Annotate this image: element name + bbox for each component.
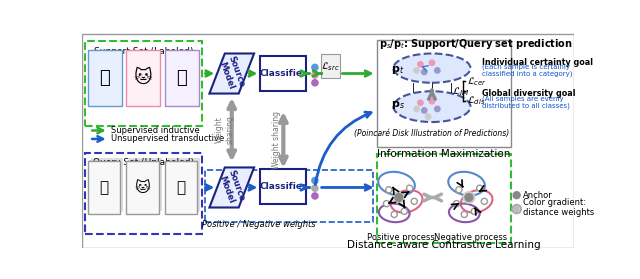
Circle shape [513, 205, 521, 213]
Text: Weight
sharing: Weight sharing [215, 115, 234, 144]
Circle shape [426, 114, 431, 119]
Circle shape [386, 187, 392, 193]
Circle shape [312, 72, 318, 78]
Text: $\mathcal{L}_{src}$: $\mathcal{L}_{src}$ [321, 60, 340, 73]
Polygon shape [209, 167, 254, 208]
Bar [126, 161, 159, 214]
Bar [376, 40, 511, 147]
Circle shape [422, 108, 427, 113]
Text: Negative process: Negative process [434, 233, 507, 242]
Bar [164, 161, 197, 214]
Text: Support Set (Labeled): Support Set (Labeled) [94, 47, 193, 56]
Bar [128, 160, 160, 212]
Text: 🐱: 🐱 [134, 180, 150, 195]
Bar [376, 154, 511, 243]
Bar [168, 158, 200, 211]
Bar [88, 50, 122, 106]
Circle shape [401, 208, 407, 215]
Circle shape [391, 211, 397, 218]
Bar [90, 160, 122, 212]
Text: Positive / Negative weights: Positive / Negative weights [202, 220, 316, 229]
Text: Global diversity goal: Global diversity goal [482, 89, 575, 98]
Text: (All samples are evenly
distributed to all classes): (All samples are evenly distributed to a… [482, 95, 570, 109]
Circle shape [456, 187, 462, 193]
Polygon shape [209, 54, 254, 93]
Circle shape [418, 100, 423, 105]
Circle shape [312, 64, 318, 70]
FancyBboxPatch shape [260, 56, 307, 91]
Circle shape [429, 60, 435, 66]
Circle shape [429, 98, 435, 104]
Text: Weight sharing: Weight sharing [272, 111, 281, 169]
Bar [84, 153, 202, 234]
Bar [84, 41, 202, 126]
Text: Source
Model: Source Model [217, 55, 246, 92]
Circle shape [312, 80, 318, 86]
Circle shape [515, 207, 519, 211]
Text: $\mathcal{L}_{IM}$: $\mathcal{L}_{IM}$ [452, 85, 470, 98]
FancyBboxPatch shape [321, 54, 340, 78]
Text: Anchor: Anchor [523, 191, 552, 200]
Text: $\mathbf{p}_s$: $\mathbf{p}_s$ [391, 99, 405, 111]
Bar [129, 158, 162, 211]
Text: Color gradient:
distance weights: Color gradient: distance weights [523, 198, 594, 217]
Circle shape [312, 185, 318, 191]
Circle shape [406, 185, 413, 191]
Circle shape [395, 194, 403, 201]
Bar [164, 50, 198, 106]
Text: Source
Model: Source Model [217, 169, 246, 206]
Text: Positive process: Positive process [367, 233, 435, 242]
Text: 🐱: 🐱 [134, 69, 152, 87]
Text: $\mathcal{L}_{cer}$: $\mathcal{L}_{cer}$ [467, 75, 486, 88]
Bar [91, 158, 123, 211]
Circle shape [411, 198, 417, 205]
Text: 🦁: 🦁 [99, 180, 109, 195]
Bar [88, 161, 120, 214]
Circle shape [414, 106, 419, 112]
Text: Unsupervised transductive: Unsupervised transductive [111, 134, 224, 143]
Circle shape [465, 194, 473, 201]
Text: $\mathcal{L}_{dis}$: $\mathcal{L}_{dis}$ [467, 94, 485, 107]
Circle shape [422, 69, 427, 75]
Bar [205, 170, 372, 222]
Bar [126, 50, 160, 106]
Text: Information Maximization: Information Maximization [377, 149, 511, 159]
Text: (Each sample is certainly
classified into a category): (Each sample is certainly classified int… [482, 63, 573, 78]
Text: $\mathbf{p}_s$/$\mathbf{p}_t$: Support/Query set prediction: $\mathbf{p}_s$/$\mathbf{p}_t$: Support/Q… [378, 37, 572, 50]
Text: Supervised inductive: Supervised inductive [111, 126, 200, 135]
Bar [166, 160, 198, 212]
Circle shape [454, 201, 460, 207]
Circle shape [435, 68, 440, 73]
Circle shape [383, 201, 390, 207]
Circle shape [461, 211, 467, 218]
Text: Classifier: Classifier [260, 69, 307, 78]
Circle shape [312, 177, 318, 184]
Text: 🐧: 🐧 [177, 180, 186, 195]
Circle shape [471, 208, 477, 215]
Circle shape [414, 68, 419, 73]
Circle shape [435, 106, 440, 112]
Text: (Poincaré Disk Illustration of Predictions): (Poincaré Disk Illustration of Predictio… [355, 129, 509, 138]
FancyBboxPatch shape [260, 169, 307, 205]
Text: $\mathbf{p}_t$: $\mathbf{p}_t$ [391, 64, 404, 76]
Circle shape [513, 192, 520, 199]
Circle shape [477, 185, 483, 191]
Text: Classifier: Classifier [260, 182, 307, 191]
Text: Individual certainty goal: Individual certainty goal [482, 58, 593, 67]
Text: Distance-aware Contrastive Learning: Distance-aware Contrastive Learning [347, 240, 541, 250]
Circle shape [418, 62, 423, 67]
Text: Query Set (Unlabeled): Query Set (Unlabeled) [93, 158, 194, 167]
Text: 🐧: 🐧 [177, 69, 187, 87]
Circle shape [481, 198, 488, 205]
Ellipse shape [394, 54, 470, 83]
Text: 🦁: 🦁 [99, 69, 110, 87]
Circle shape [312, 193, 318, 199]
Ellipse shape [394, 91, 470, 122]
